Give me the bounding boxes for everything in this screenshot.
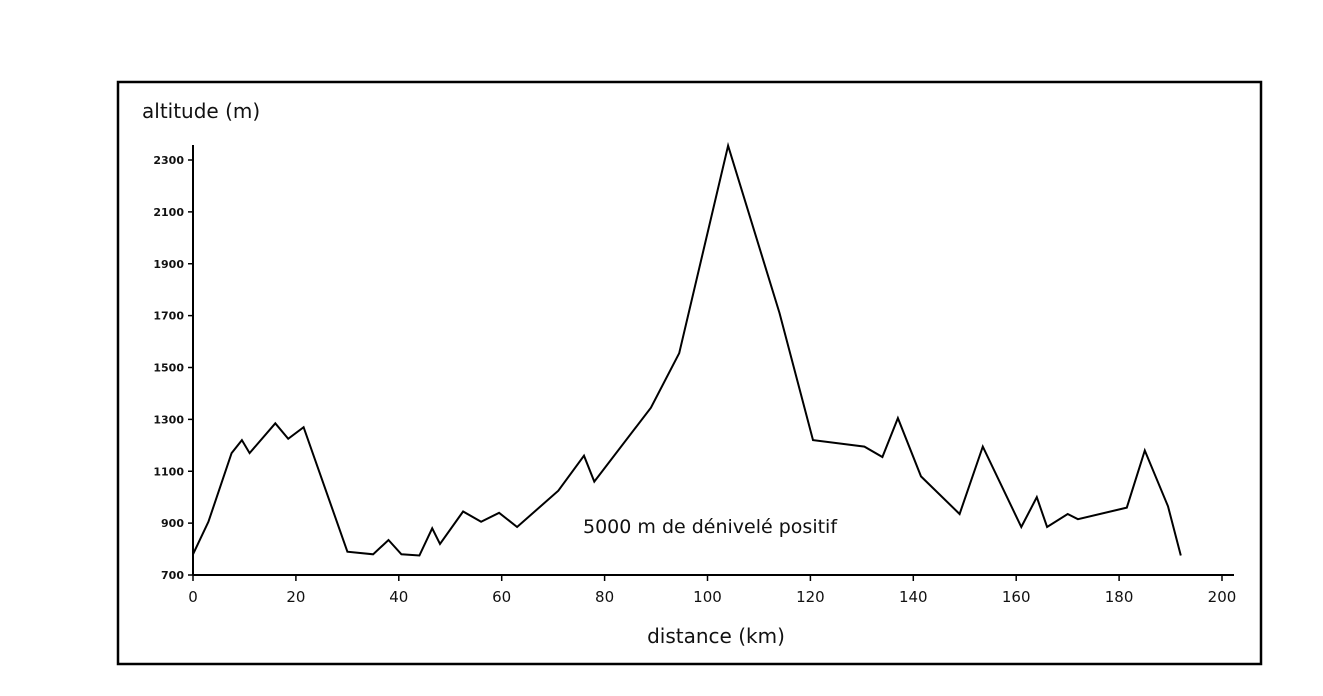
y-ticks: 700 900 1100 1300 1500 1700 1900 2100 2300 xyxy=(153,154,193,582)
y-tick-label: 1100 xyxy=(153,465,184,478)
x-tick-label: 40 xyxy=(389,588,408,606)
x-tick-label: 60 xyxy=(492,588,511,606)
y-tick-label: 2300 xyxy=(153,154,184,167)
elevation-gain-annotation: 5000 m de dénivelé positif xyxy=(583,516,838,538)
x-tick-label: 20 xyxy=(286,588,305,606)
y-tick-label: 1300 xyxy=(153,413,184,426)
y-tick-label: 1700 xyxy=(153,310,184,323)
y-tick-label: 900 xyxy=(161,517,184,530)
x-tick-label: 180 xyxy=(1105,588,1134,606)
x-tick-label: 120 xyxy=(796,588,825,606)
x-tick-label: 160 xyxy=(1002,588,1031,606)
y-tick-label: 1900 xyxy=(153,258,184,271)
y-tick-label: 700 xyxy=(161,569,184,582)
y-tick-label: 2100 xyxy=(153,206,184,219)
x-tick-label: 140 xyxy=(899,588,928,606)
x-tick-label: 0 xyxy=(188,588,198,606)
y-axis-title: altitude (m) xyxy=(142,99,260,123)
y-tick-label: 1500 xyxy=(153,362,184,375)
x-tick-label: 80 xyxy=(595,588,614,606)
x-axis-title: distance (km) xyxy=(647,624,785,648)
x-ticks: 0 20 40 60 80 100 120 140 160 180 200 xyxy=(188,575,1236,606)
series-line-altitude xyxy=(192,141,1182,557)
chart-frame xyxy=(116,80,1263,666)
x-tick-label: 100 xyxy=(693,588,722,606)
x-tick-label: 200 xyxy=(1208,588,1237,606)
